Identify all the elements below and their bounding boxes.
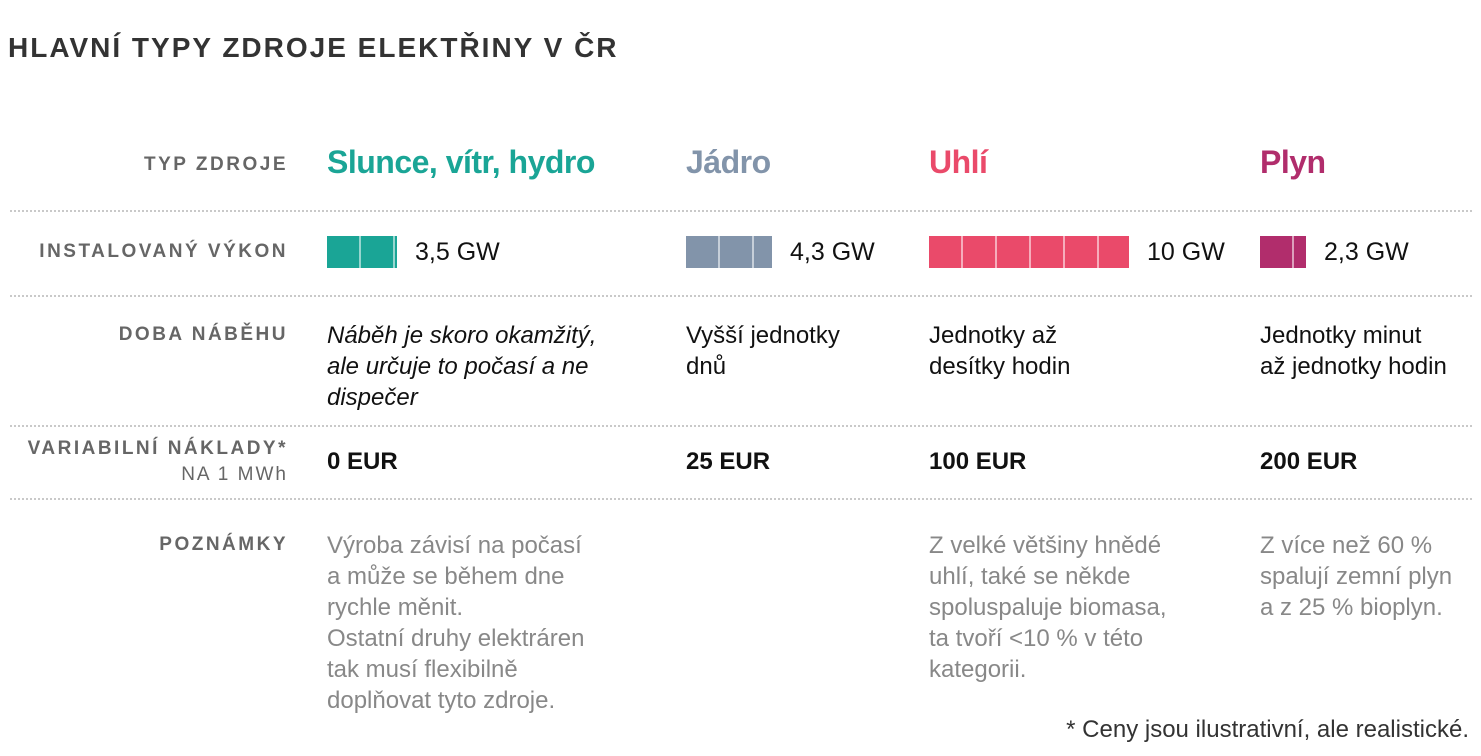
capacity-bar-segment bbox=[327, 236, 361, 268]
capacity-label: 2,3 GW bbox=[1324, 237, 1409, 266]
ramp-time: Náběh je skoro okamžitý, ale určuje to po… bbox=[327, 320, 596, 413]
chart-title: HLAVNÍ TYPY ZDROJE ELEKTŘINY V ČR bbox=[8, 32, 619, 63]
text-line: rychle měnit. bbox=[327, 594, 464, 621]
source-note: Z více než 60 % spalují zemní plyn a z 25 … bbox=[1260, 530, 1452, 623]
capacity-bar-segment bbox=[395, 236, 397, 268]
text-line: dispečer bbox=[327, 384, 418, 411]
variable-cost: 200 EUR bbox=[1260, 448, 1358, 475]
text-line: Výroba závisí na počasí bbox=[327, 532, 582, 559]
footnote: * Ceny jsou ilustrativní, ale realistick… bbox=[1066, 716, 1469, 743]
capacity-bar-segment bbox=[754, 236, 772, 268]
row-label-costs-main: VARIABILNÍ NÁKLADY* bbox=[27, 438, 288, 459]
row-label-costs-sub: NA 1 MWh bbox=[181, 464, 288, 485]
text-line: uhlí, také se někde bbox=[929, 563, 1131, 590]
row-divider bbox=[10, 210, 1472, 212]
row-label-capacity: INSTALOVANÝ VÝKON bbox=[39, 241, 288, 262]
text-line: spoluspaluje biomasa, bbox=[929, 594, 1167, 621]
capacity-label: 3,5 GW bbox=[415, 237, 500, 266]
capacity-bar bbox=[929, 236, 1129, 268]
text-line: až jednotky hodin bbox=[1260, 353, 1447, 380]
text-line: Náběh je skoro okamžitý, bbox=[327, 322, 597, 349]
capacity-bar-group: 4,3 GW bbox=[686, 236, 875, 268]
capacity-bar bbox=[686, 236, 772, 268]
capacity-bar-segment bbox=[686, 236, 720, 268]
variable-cost: 100 EUR bbox=[929, 448, 1027, 475]
row-divider bbox=[10, 425, 1472, 427]
text-line: Jednotky minut bbox=[1260, 322, 1422, 349]
text-line: kategorii. bbox=[929, 656, 1027, 683]
capacity-bar bbox=[1260, 236, 1306, 268]
capacity-bar bbox=[327, 236, 397, 268]
capacity-bar-segment bbox=[929, 236, 963, 268]
variable-cost: 25 EUR bbox=[686, 448, 771, 475]
source-note: Výroba závisí na počasí a může se během d… bbox=[327, 530, 584, 716]
text-line: desítky hodin bbox=[929, 353, 1071, 380]
row-label-costs: VARIABILNÍ NÁKLADY* NA 1 MWh bbox=[0, 438, 288, 486]
capacity-bar-segment bbox=[1099, 236, 1129, 268]
text-line: Z více než 60 % bbox=[1260, 532, 1433, 559]
text-line: dnů bbox=[686, 353, 727, 380]
text-line: Jednotky až bbox=[929, 322, 1058, 349]
capacity-bar-segment bbox=[1260, 236, 1294, 268]
text-line: tak musí flexibilně bbox=[327, 656, 518, 683]
text-line: Vyšší jednotky bbox=[686, 322, 840, 349]
capacity-bar-group: 3,5 GW bbox=[327, 236, 500, 268]
capacity-bar-group: 10 GW bbox=[929, 236, 1225, 268]
text-line: spalují zemní plyn bbox=[1260, 563, 1453, 590]
capacity-label: 10 GW bbox=[1147, 237, 1225, 266]
row-divider bbox=[10, 295, 1472, 297]
source-name: Slunce, vítr, hydro bbox=[327, 144, 595, 180]
text-line: ta tvoří <10 % v této bbox=[929, 625, 1144, 652]
row-label-notes: POZNÁMKY bbox=[159, 534, 288, 555]
text-line: a z 25 % bioplyn. bbox=[1260, 594, 1443, 621]
ramp-time: Vyšší jednotky dnů bbox=[686, 320, 840, 382]
capacity-bar-segment bbox=[1031, 236, 1065, 268]
row-divider bbox=[10, 498, 1472, 500]
text-line: Ostatní druhy elektráren bbox=[327, 625, 585, 652]
capacity-bar-group: 2,3 GW bbox=[1260, 236, 1409, 268]
text-line: a může se během dne bbox=[327, 563, 565, 590]
row-label-ramp: DOBA NÁBĚHU bbox=[118, 324, 288, 345]
source-note: Z velké většiny hnědé uhlí, také se někde… bbox=[929, 530, 1166, 685]
source-name: Uhlí bbox=[929, 144, 988, 180]
text-line: ale určuje to počasí a ne bbox=[327, 353, 589, 380]
capacity-bar-segment bbox=[720, 236, 754, 268]
capacity-bar-segment bbox=[361, 236, 395, 268]
variable-cost: 0 EUR bbox=[327, 448, 398, 475]
capacity-bar-segment bbox=[997, 236, 1031, 268]
capacity-bar-segment bbox=[963, 236, 997, 268]
row-label-type: TYP ZDROJE bbox=[144, 154, 288, 175]
text-line: doplňovat tyto zdroje. bbox=[327, 687, 556, 714]
capacity-bar-segment bbox=[1294, 236, 1306, 268]
capacity-bar-segment bbox=[1065, 236, 1099, 268]
ramp-time: Jednotky až desítky hodin bbox=[929, 320, 1070, 382]
capacity-label: 4,3 GW bbox=[790, 237, 875, 266]
ramp-time: Jednotky minut až jednotky hodin bbox=[1260, 320, 1447, 382]
text-line: Z velké většiny hnědé bbox=[929, 532, 1162, 559]
source-name: Jádro bbox=[686, 144, 771, 180]
source-name: Plyn bbox=[1260, 144, 1326, 180]
